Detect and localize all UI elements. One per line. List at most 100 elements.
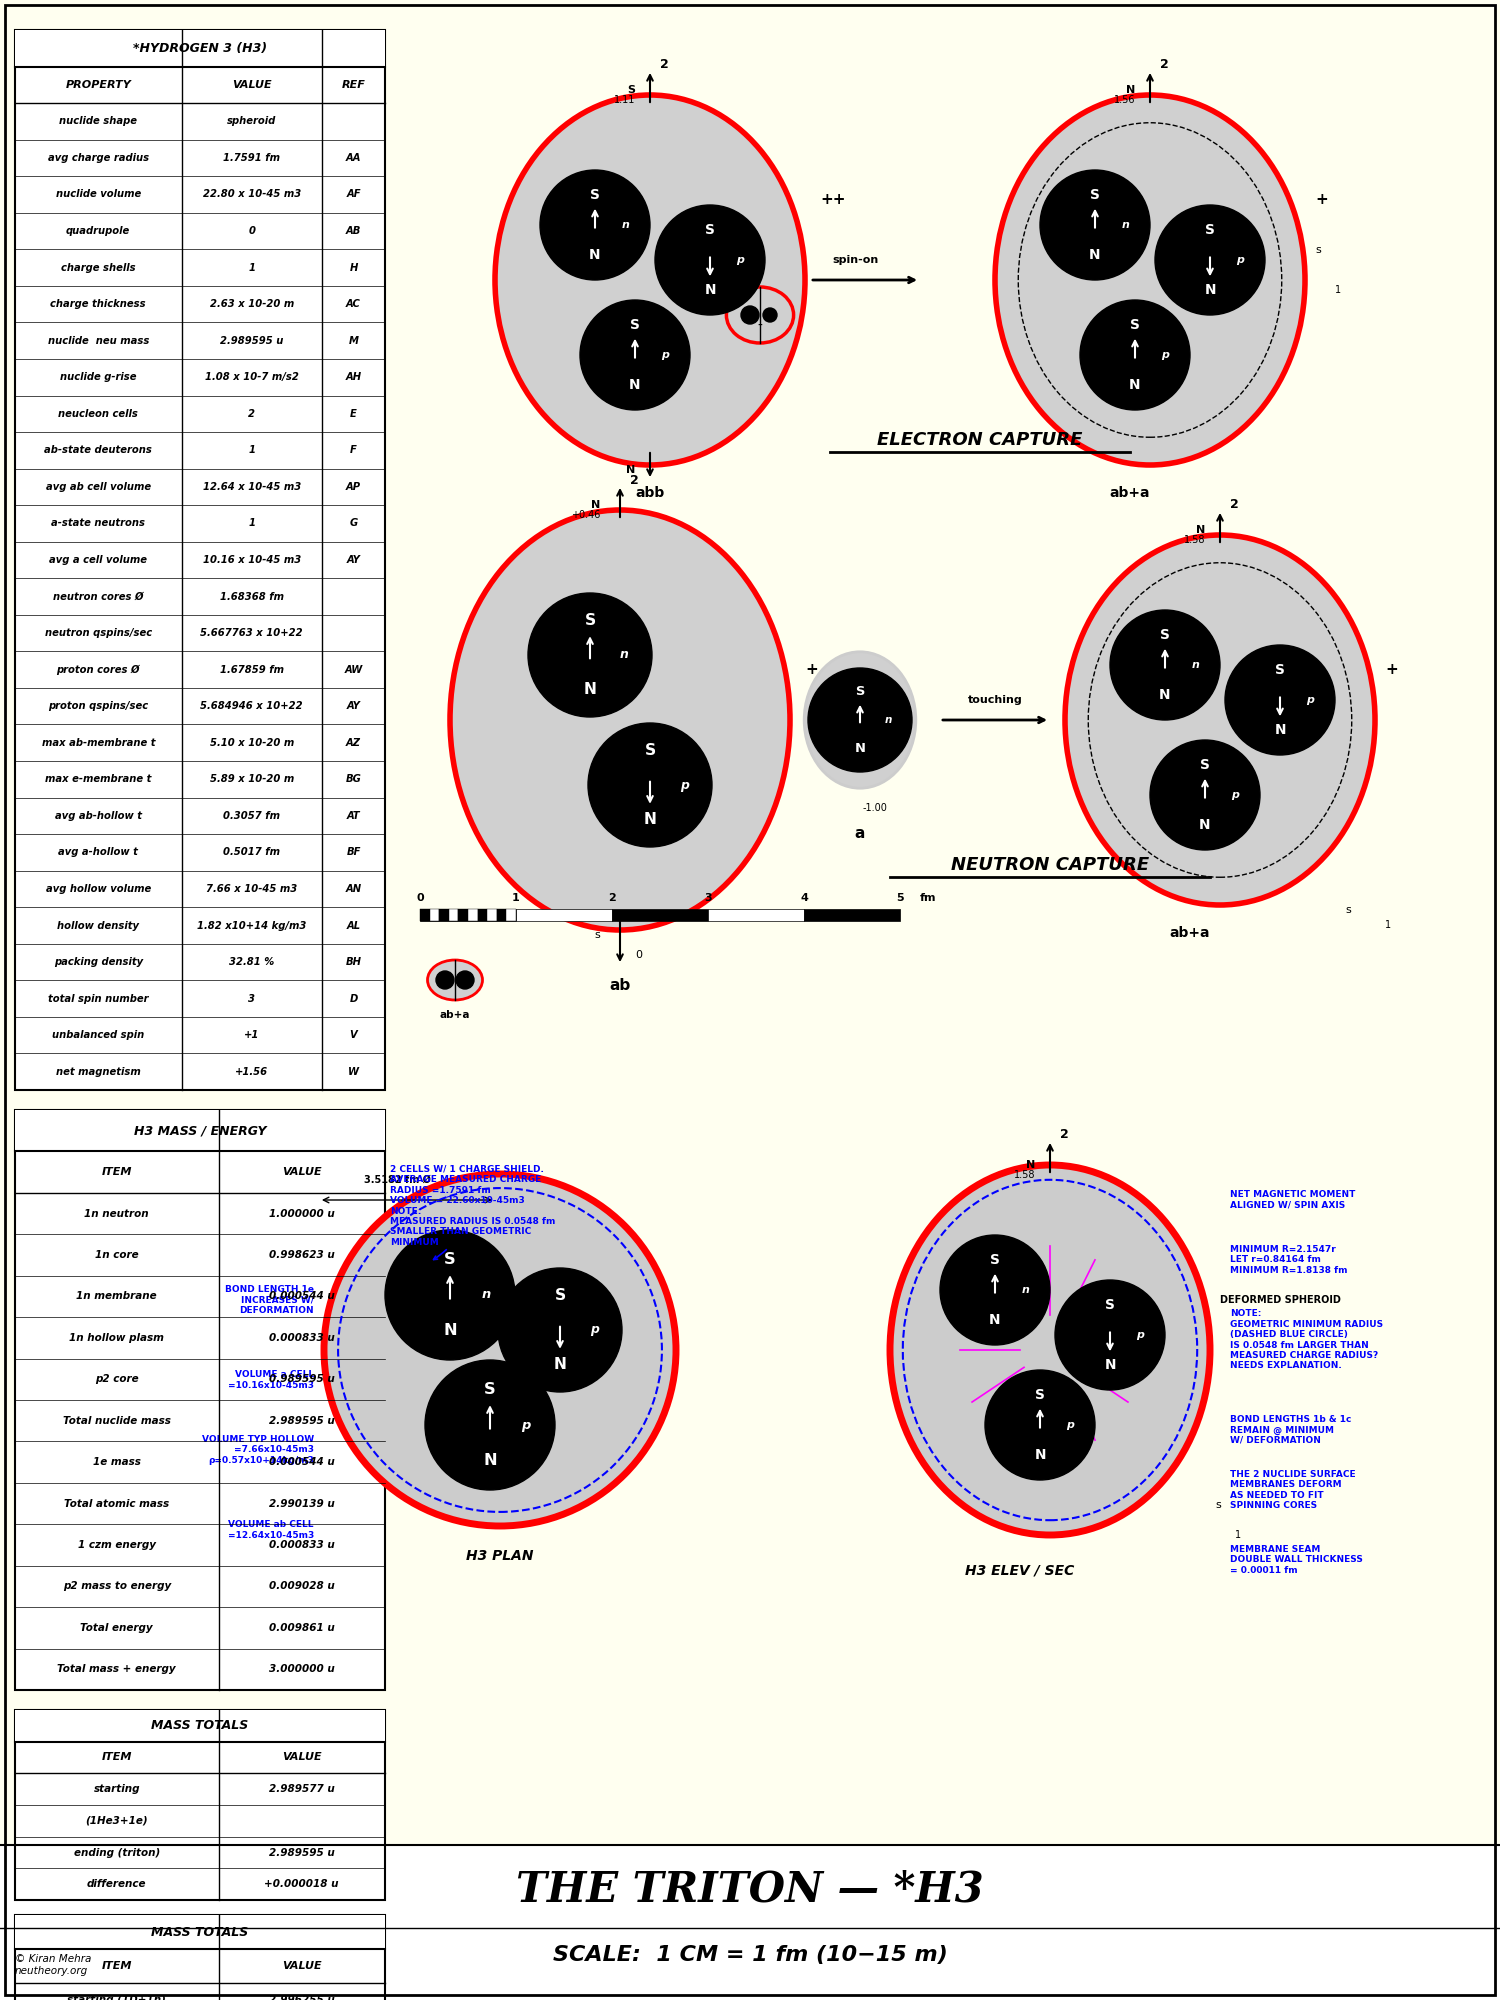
Text: 1.82 x10+14 kg/m3: 1.82 x10+14 kg/m3 bbox=[196, 920, 306, 930]
Text: BF: BF bbox=[346, 848, 362, 858]
Text: ELECTRON CAPTURE: ELECTRON CAPTURE bbox=[878, 432, 1083, 450]
Text: ending (triton): ending (triton) bbox=[74, 1848, 160, 1858]
Text: N: N bbox=[554, 1356, 567, 1372]
Text: nuclide  neu mass: nuclide neu mass bbox=[48, 336, 148, 346]
Text: p: p bbox=[680, 778, 688, 792]
Text: 2: 2 bbox=[660, 58, 669, 72]
Text: 22.80 x 10-45 m3: 22.80 x 10-45 m3 bbox=[202, 190, 302, 200]
Text: S: S bbox=[590, 188, 600, 202]
Text: -: - bbox=[758, 318, 762, 332]
Text: total spin number: total spin number bbox=[48, 994, 148, 1004]
Text: ab+a: ab+a bbox=[1110, 486, 1150, 500]
Text: MINIMUM R=2.1547r
LET r=0.84164 fm
MINIMUM R=1.8138 fm: MINIMUM R=2.1547r LET r=0.84164 fm MINIM… bbox=[1230, 1246, 1347, 1274]
FancyBboxPatch shape bbox=[15, 1710, 386, 1742]
Text: spin-on: spin-on bbox=[833, 254, 878, 264]
Text: 1: 1 bbox=[512, 892, 520, 904]
Text: N: N bbox=[855, 742, 865, 756]
Text: s: s bbox=[1316, 244, 1320, 254]
Text: N: N bbox=[1130, 378, 1140, 392]
Text: S: S bbox=[1200, 758, 1210, 772]
Text: 0: 0 bbox=[634, 950, 642, 960]
Text: difference: difference bbox=[87, 1880, 147, 1890]
Text: N: N bbox=[705, 284, 716, 298]
Circle shape bbox=[764, 308, 777, 322]
Text: +1.56: +1.56 bbox=[236, 1066, 268, 1076]
Text: ITEM: ITEM bbox=[102, 1168, 132, 1178]
Ellipse shape bbox=[450, 510, 790, 930]
Text: 0: 0 bbox=[249, 226, 255, 236]
Text: AY: AY bbox=[346, 556, 360, 566]
Ellipse shape bbox=[427, 960, 483, 1000]
Text: a-state neutrons: a-state neutrons bbox=[51, 518, 146, 528]
Text: 2.989595 u: 2.989595 u bbox=[268, 1416, 334, 1426]
Bar bbox=[708, 908, 804, 920]
Text: S: S bbox=[444, 1252, 456, 1266]
Text: +1: +1 bbox=[244, 1030, 260, 1040]
Bar bbox=[477, 908, 488, 920]
Text: a: a bbox=[855, 826, 865, 840]
Text: p: p bbox=[736, 256, 744, 266]
Text: AF: AF bbox=[346, 190, 362, 200]
Text: 0.009861 u: 0.009861 u bbox=[268, 1622, 334, 1632]
Text: AC: AC bbox=[346, 300, 362, 310]
Text: Total energy: Total energy bbox=[81, 1622, 153, 1632]
Text: AN: AN bbox=[345, 884, 362, 894]
Text: 5.684946 x 10+22: 5.684946 x 10+22 bbox=[201, 702, 303, 712]
Ellipse shape bbox=[890, 1164, 1210, 1536]
Text: net magnetism: net magnetism bbox=[56, 1066, 141, 1076]
Text: S: S bbox=[1090, 188, 1100, 202]
Text: S: S bbox=[705, 222, 716, 236]
Text: 0.5017 fm: 0.5017 fm bbox=[224, 848, 280, 858]
Text: +0.000018 u: +0.000018 u bbox=[264, 1880, 339, 1890]
Text: charge thickness: charge thickness bbox=[51, 300, 146, 310]
Text: VALUE: VALUE bbox=[282, 1752, 321, 1762]
Text: S: S bbox=[1130, 318, 1140, 332]
Text: ITEM: ITEM bbox=[102, 1960, 132, 1972]
Text: neucleon cells: neucleon cells bbox=[58, 408, 138, 418]
Text: p2 core: p2 core bbox=[94, 1374, 138, 1384]
Text: AH: AH bbox=[345, 372, 362, 382]
Text: 5.667763 x 10+22: 5.667763 x 10+22 bbox=[201, 628, 303, 638]
Text: p: p bbox=[1306, 696, 1314, 706]
Text: AB: AB bbox=[346, 226, 362, 236]
Text: REF: REF bbox=[342, 80, 366, 90]
Text: BOND LENGTH 1e
INCREASES W/
DEFORMATION: BOND LENGTH 1e INCREASES W/ DEFORMATION bbox=[225, 1286, 314, 1314]
Circle shape bbox=[1150, 740, 1260, 850]
Text: 0.000833 u: 0.000833 u bbox=[268, 1540, 334, 1550]
Text: avg ab cell volume: avg ab cell volume bbox=[45, 482, 152, 492]
Text: p: p bbox=[590, 1324, 598, 1336]
Text: N: N bbox=[1125, 84, 1136, 94]
Text: 2.990139 u: 2.990139 u bbox=[268, 1498, 334, 1508]
Circle shape bbox=[1110, 610, 1220, 720]
Text: 1n hollow plasm: 1n hollow plasm bbox=[69, 1332, 164, 1342]
Text: n: n bbox=[482, 1288, 490, 1302]
Text: N: N bbox=[1089, 248, 1101, 262]
Text: 3.000000 u: 3.000000 u bbox=[268, 1664, 334, 1674]
Circle shape bbox=[1054, 1280, 1166, 1390]
Text: S: S bbox=[555, 1288, 566, 1304]
Text: 2.996255 u: 2.996255 u bbox=[268, 1994, 334, 2000]
Text: n: n bbox=[1191, 660, 1198, 670]
Text: 2: 2 bbox=[608, 892, 616, 904]
Text: ab: ab bbox=[609, 978, 630, 992]
Text: 1: 1 bbox=[249, 518, 255, 528]
Text: AW: AW bbox=[345, 664, 363, 674]
Text: p: p bbox=[1137, 1330, 1144, 1340]
Text: SCALE:  1 CM = 1 fm (10−15 m): SCALE: 1 CM = 1 fm (10−15 m) bbox=[552, 1944, 948, 1964]
Text: Total nuclide mass: Total nuclide mass bbox=[63, 1416, 171, 1426]
Bar bbox=[420, 908, 429, 920]
Ellipse shape bbox=[804, 652, 916, 788]
Text: ITEM: ITEM bbox=[102, 1752, 132, 1762]
Text: THE TRITON — *H3: THE TRITON — *H3 bbox=[516, 1868, 984, 1912]
FancyBboxPatch shape bbox=[15, 1710, 386, 1900]
Text: p: p bbox=[1232, 790, 1239, 800]
Bar bbox=[429, 908, 439, 920]
Text: S: S bbox=[627, 84, 634, 94]
Circle shape bbox=[540, 170, 650, 280]
Text: VOLUME TYP HOLLOW
=7.66x10-45m3
ρ=0.57x10+14kg/m3: VOLUME TYP HOLLOW =7.66x10-45m3 ρ=0.57x1… bbox=[202, 1436, 314, 1464]
Text: S: S bbox=[1035, 1388, 1046, 1402]
Text: N: N bbox=[1274, 724, 1286, 738]
Text: N: N bbox=[1160, 688, 1170, 702]
FancyBboxPatch shape bbox=[15, 30, 386, 66]
Bar bbox=[488, 908, 496, 920]
